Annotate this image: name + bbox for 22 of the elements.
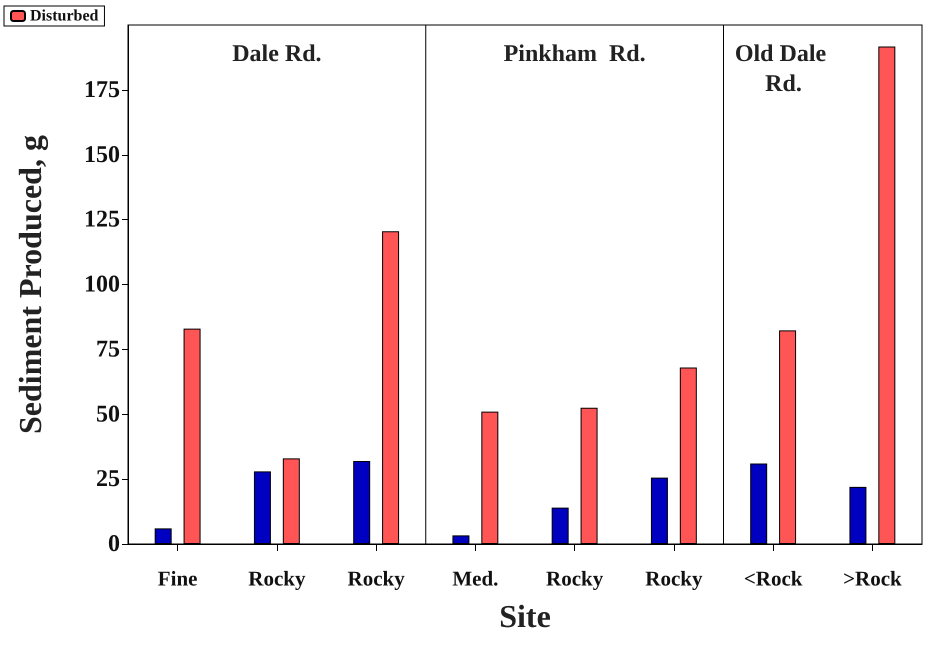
x-tick-label: Rocky [248, 566, 306, 590]
y-tick-label: 50 [96, 401, 120, 428]
x-tick-label: Rocky [645, 566, 703, 590]
y-tick-label: 100 [84, 272, 120, 298]
y-axis-title: Sediment Produced, g [12, 135, 49, 434]
x-tick-label: Rocky [546, 566, 604, 590]
y-tick-label: 125 [84, 206, 120, 233]
x-tick-label: Fine [158, 566, 198, 590]
annotation: Old Dale Rd. [734, 41, 832, 97]
x-tick-label: >Rock [843, 566, 902, 590]
x-tick-label: Med. [452, 566, 498, 590]
legend-label: Disturbed [30, 8, 99, 24]
y-tick-label: 0 [108, 531, 120, 557]
x-axis-title: Site [499, 598, 551, 634]
y-tick-label: 25 [96, 466, 120, 492]
y-tick-label: 150 [84, 142, 120, 168]
annotation: Pinkham Rd. [504, 41, 646, 67]
annotation: Dale Rd. [232, 41, 322, 67]
y-tick-label: 175 [84, 76, 120, 103]
x-tick-label: <Rock [744, 566, 803, 590]
x-tick-label: Rocky [348, 566, 406, 590]
y-tick-label: 75 [96, 336, 120, 362]
